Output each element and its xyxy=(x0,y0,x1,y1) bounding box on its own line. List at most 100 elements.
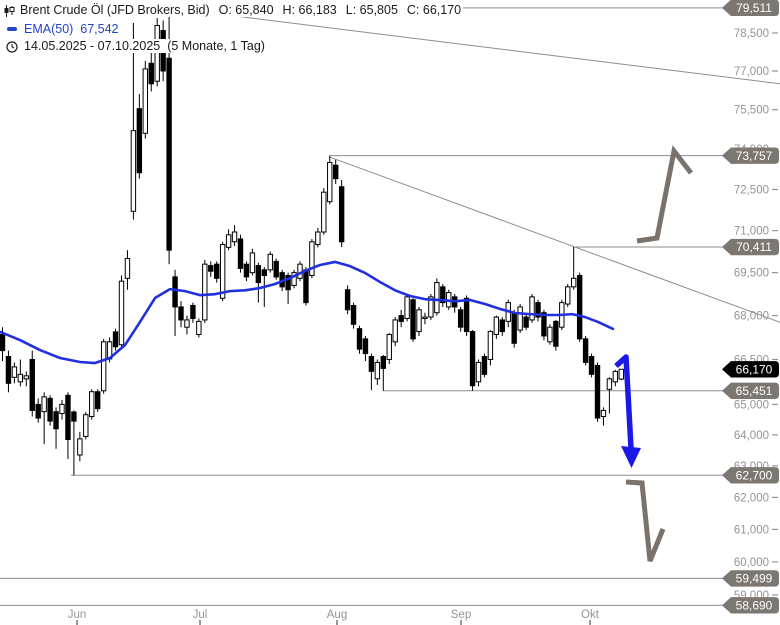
badge-label: 66,170 xyxy=(736,362,773,376)
candle-body xyxy=(225,234,232,248)
forecast-arrow-blue[interactable] xyxy=(614,354,634,449)
badge-shape xyxy=(722,238,779,256)
ema-value: 67,542 xyxy=(80,22,119,36)
ema-legend-row[interactable]: EMA(50) 67,542 xyxy=(22,22,121,36)
price-badge-59499[interactable]: 59,499 xyxy=(722,570,779,587)
candle-body xyxy=(309,241,315,276)
forecast-arrow-blue-head xyxy=(621,446,641,468)
candle-body xyxy=(398,315,404,322)
badge-shape xyxy=(722,570,779,587)
candlestick-icon xyxy=(4,5,15,17)
candle-body xyxy=(404,296,410,319)
price-badge-58690[interactable]: 58,690 xyxy=(722,597,779,614)
instrument-title-row: Brent Crude Öl (JFD Brokers, Bid) O: 65,8… xyxy=(18,3,464,17)
badge-shape xyxy=(722,0,779,17)
price-badge-79511[interactable]: 79,511 xyxy=(722,0,779,17)
candle-body xyxy=(83,414,89,437)
ohlc-pair: C: 66,170 xyxy=(406,3,462,17)
candle-body xyxy=(547,326,553,343)
ema-label: EMA(50) xyxy=(24,22,74,36)
candle-body xyxy=(219,244,226,299)
candle-body xyxy=(618,368,624,380)
trendline-1[interactable] xyxy=(166,7,780,85)
candle-body xyxy=(434,282,440,314)
candle-body xyxy=(237,238,244,269)
candle-body xyxy=(428,296,434,318)
ema-legend-swatch xyxy=(7,27,17,31)
candle-body xyxy=(469,331,476,387)
candle-body xyxy=(47,397,53,422)
candle-body xyxy=(196,320,202,335)
badge-label: 62,700 xyxy=(736,468,773,482)
y-tick-label: 71,000 xyxy=(734,226,769,238)
candle-body xyxy=(600,409,607,418)
candle-body xyxy=(588,356,595,375)
y-tick-label: 68,000 xyxy=(734,311,769,323)
candle-body xyxy=(112,331,119,348)
badge-shape xyxy=(722,597,779,614)
candle-body xyxy=(190,304,196,319)
candle-body xyxy=(487,331,494,360)
candle-body xyxy=(35,403,41,419)
price-badge-73757[interactable]: 73,757 xyxy=(722,147,779,164)
candle-body xyxy=(53,411,59,430)
candle-body xyxy=(576,274,583,340)
ema50-line[interactable] xyxy=(0,260,615,365)
price-badge-62700[interactable]: 62,700 xyxy=(722,467,779,484)
candle-body xyxy=(166,57,172,251)
ohlc-pair: L: 65,805 xyxy=(345,3,398,17)
candle-body xyxy=(410,299,416,340)
candle-body xyxy=(0,333,6,352)
badge-shape xyxy=(722,147,779,164)
candle-body xyxy=(89,391,95,418)
y-tick-label: 72,500 xyxy=(734,184,769,196)
candle-body xyxy=(523,316,529,328)
candle-body xyxy=(214,263,220,279)
candle-body xyxy=(130,130,137,212)
candle-body xyxy=(499,319,506,333)
candle-body xyxy=(59,403,65,414)
y-tick-label: 75,500 xyxy=(734,105,769,117)
date-range-row: 14.05.2025 - 07.10.2025 (5 Monate, 1 Tag… xyxy=(22,39,267,53)
candle-body xyxy=(374,361,381,380)
candle-body xyxy=(303,269,309,304)
candle-body xyxy=(184,319,190,328)
ohlc-pair: H: 66,183 xyxy=(282,3,337,17)
x-tick-label-Okt: Okt xyxy=(581,609,600,621)
price-badge-66170[interactable]: 66,170 xyxy=(722,361,779,378)
candle-body xyxy=(17,373,24,383)
instrument-name: Brent Crude Öl (JFD Brokers, Bid) xyxy=(20,3,210,17)
candle-body xyxy=(475,361,482,383)
candle-body xyxy=(380,356,387,369)
scenario-arrow-down[interactable] xyxy=(625,479,666,562)
trendlines xyxy=(166,7,780,323)
candle-body xyxy=(136,108,143,174)
y-tick-label: 69,500 xyxy=(734,268,769,280)
candle-body xyxy=(368,356,375,372)
candlestick-series[interactable] xyxy=(0,7,624,476)
candle-body xyxy=(511,312,517,344)
x-tick-label-Sep: Sep xyxy=(451,609,471,621)
price-badge-65451[interactable]: 65,451 xyxy=(722,382,779,399)
candle-body xyxy=(5,356,12,384)
candle-body xyxy=(100,341,107,392)
ohlc-pair: O: 65,840 xyxy=(218,3,274,17)
x-tick-label-Aug: Aug xyxy=(327,609,347,621)
candle-body xyxy=(350,304,357,325)
candle-body xyxy=(208,265,214,272)
candle-body xyxy=(344,289,351,311)
scenario-arrow-up[interactable] xyxy=(636,145,693,244)
badge-label: 58,690 xyxy=(736,599,773,613)
y-tick-label: 64,000 xyxy=(734,430,769,442)
candle-body xyxy=(202,263,208,321)
candle-body xyxy=(243,263,250,278)
price-badge-70411[interactable]: 70,411 xyxy=(722,238,779,256)
candle-body xyxy=(231,231,238,243)
trendline-2[interactable] xyxy=(329,156,780,323)
candle-body xyxy=(529,296,535,321)
candle-body xyxy=(71,411,77,422)
candle-body xyxy=(285,274,291,291)
date-range: 14.05.2025 - 07.10.2025 xyxy=(24,39,161,53)
candle-body xyxy=(124,258,131,279)
